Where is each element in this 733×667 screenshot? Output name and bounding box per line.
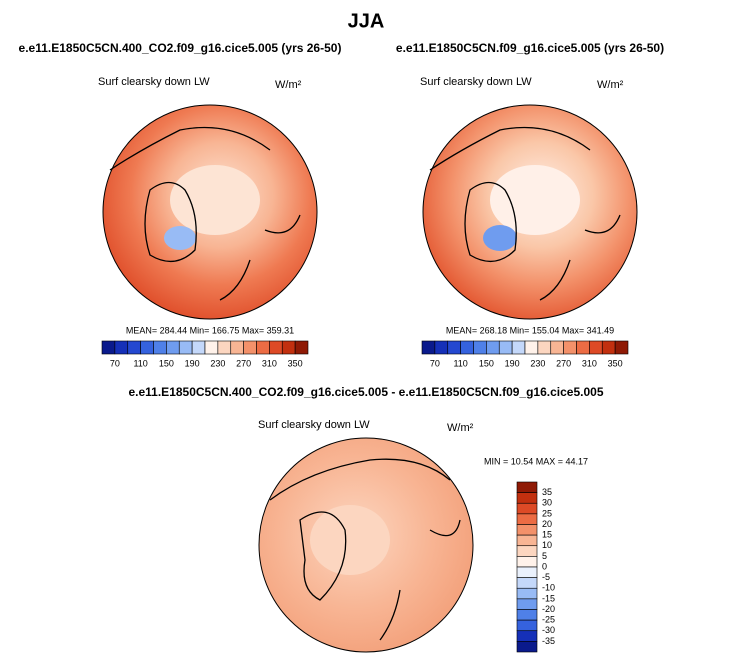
variable-label: Surf clearsky down LW bbox=[98, 76, 210, 88]
colorbar-box bbox=[516, 545, 538, 557]
colorbar-label: 15 bbox=[542, 530, 552, 540]
colorbar-box bbox=[601, 340, 616, 355]
colorbar-label: -10 bbox=[542, 583, 555, 593]
colorbar-label: -20 bbox=[542, 604, 555, 614]
colorbar-label: 30 bbox=[542, 498, 552, 508]
colorbar-label: 70 bbox=[430, 358, 440, 368]
colorbar-box bbox=[516, 556, 538, 568]
colorbar-box bbox=[178, 340, 193, 355]
colorbar-label: 270 bbox=[556, 358, 571, 368]
colorbar-box bbox=[447, 340, 461, 355]
colorbar-box bbox=[166, 340, 180, 355]
stats-label: MIN = 10.54 MAX = 44.17 bbox=[484, 456, 588, 466]
colorbar-box bbox=[191, 340, 206, 355]
colorbar-box bbox=[114, 340, 129, 355]
colorbar-box bbox=[217, 340, 232, 355]
polar-map bbox=[102, 104, 318, 320]
colorbar-box bbox=[614, 340, 629, 355]
colorbar-box bbox=[516, 619, 538, 632]
colorbar-label: 110 bbox=[453, 358, 467, 368]
colorbar-box bbox=[434, 340, 449, 355]
colorbar-box bbox=[204, 340, 219, 355]
colorbar-label: 150 bbox=[479, 358, 494, 368]
colorbar-box bbox=[281, 340, 296, 355]
colorbar-box bbox=[524, 340, 539, 355]
colorbar-box bbox=[473, 340, 487, 355]
colorbar-box bbox=[486, 340, 500, 355]
colorbar-label: 310 bbox=[262, 358, 277, 368]
units-label: W/m² bbox=[597, 79, 624, 91]
units-label: W/m² bbox=[447, 422, 474, 434]
colorbar-box bbox=[516, 566, 538, 578]
colorbar-box bbox=[516, 524, 538, 536]
variable-label: Surf clearsky down LW bbox=[258, 419, 370, 431]
colorbar-label: -5 bbox=[542, 572, 550, 582]
colorbar-box bbox=[516, 630, 538, 642]
colorbar-box bbox=[516, 587, 538, 600]
polar-map bbox=[258, 437, 474, 653]
colorbar-box bbox=[294, 340, 309, 355]
colorbar-box bbox=[127, 340, 141, 355]
colorbar-box bbox=[563, 340, 577, 355]
colorbar-box bbox=[498, 340, 513, 355]
colorbar-box bbox=[516, 577, 538, 589]
colorbar-box bbox=[101, 340, 116, 355]
colorbar-box bbox=[511, 340, 526, 355]
figure-title: JJA bbox=[348, 10, 385, 32]
colorbar-label: 190 bbox=[505, 358, 520, 368]
colorbar-box bbox=[516, 513, 538, 525]
colorbar-box bbox=[516, 641, 538, 653]
colorbar-box bbox=[421, 340, 436, 355]
colorbar-label: 150 bbox=[159, 358, 174, 368]
variable-label: Surf clearsky down LW bbox=[420, 76, 532, 88]
colorbar-box bbox=[516, 492, 538, 504]
colorbar-box bbox=[516, 481, 538, 493]
colorbar-box bbox=[243, 340, 257, 355]
colorbar-box bbox=[576, 340, 590, 355]
colorbar-label: 0 bbox=[542, 561, 547, 571]
colorbar-box bbox=[460, 340, 474, 355]
difference-title: e.e11.E1850C5CN.400_CO2.f09_g16.cice5.00… bbox=[128, 385, 603, 399]
colorbar-box bbox=[140, 340, 154, 355]
colorbar-label: 110 bbox=[133, 358, 147, 368]
colorbar-label: 190 bbox=[185, 358, 200, 368]
colorbar-label: 10 bbox=[542, 540, 552, 550]
colorbar-label: 350 bbox=[608, 358, 623, 368]
colorbar-box bbox=[516, 534, 538, 547]
stats-label: MEAN= 284.44 Min= 166.75 Max= 359.31 bbox=[126, 325, 294, 335]
colorbar-label: 230 bbox=[210, 358, 225, 368]
panel-subtitle: e.e11.E1850C5CN.400_CO2.f09_g16.cice5.00… bbox=[19, 41, 342, 55]
colorbar: 70 110 150 190 230 270 310 350 bbox=[421, 340, 629, 368]
colorbar-label: 230 bbox=[530, 358, 545, 368]
colorbar-label: 25 bbox=[542, 508, 552, 518]
colorbar-box bbox=[516, 502, 538, 515]
colorbar: 70 110 150 190 230 270 310 350 bbox=[101, 340, 309, 368]
colorbar-box bbox=[516, 598, 538, 610]
colorbar-box bbox=[256, 340, 270, 355]
colorbar-label: -30 bbox=[542, 625, 555, 635]
panel-subtitle: e.e11.E1850C5CN.f09_g16.cice5.005 (yrs 2… bbox=[396, 41, 664, 55]
polar-map bbox=[422, 104, 638, 320]
colorbar-label: 5 bbox=[542, 551, 547, 561]
stats-label: MEAN= 268.18 Min= 155.04 Max= 341.49 bbox=[446, 325, 614, 335]
colorbar-box bbox=[153, 340, 167, 355]
colorbar-label: -15 bbox=[542, 593, 555, 603]
colorbar-box bbox=[230, 340, 244, 355]
colorbar-label: 35 bbox=[542, 487, 552, 497]
colorbar-label: -25 bbox=[542, 615, 555, 625]
colorbar-label: -35 bbox=[542, 636, 555, 646]
colorbar-label: 270 bbox=[236, 358, 251, 368]
colorbar-box bbox=[589, 340, 603, 355]
colorbar-box bbox=[537, 340, 552, 355]
colorbar-label: 20 bbox=[542, 519, 552, 529]
units-label: W/m² bbox=[275, 79, 302, 91]
colorbar-label: 310 bbox=[582, 358, 597, 368]
colorbar-box bbox=[269, 340, 283, 355]
colorbar-label: 70 bbox=[110, 358, 120, 368]
colorbar-box bbox=[550, 340, 564, 355]
colorbar-label: 350 bbox=[288, 358, 303, 368]
colorbar-box bbox=[516, 609, 538, 621]
